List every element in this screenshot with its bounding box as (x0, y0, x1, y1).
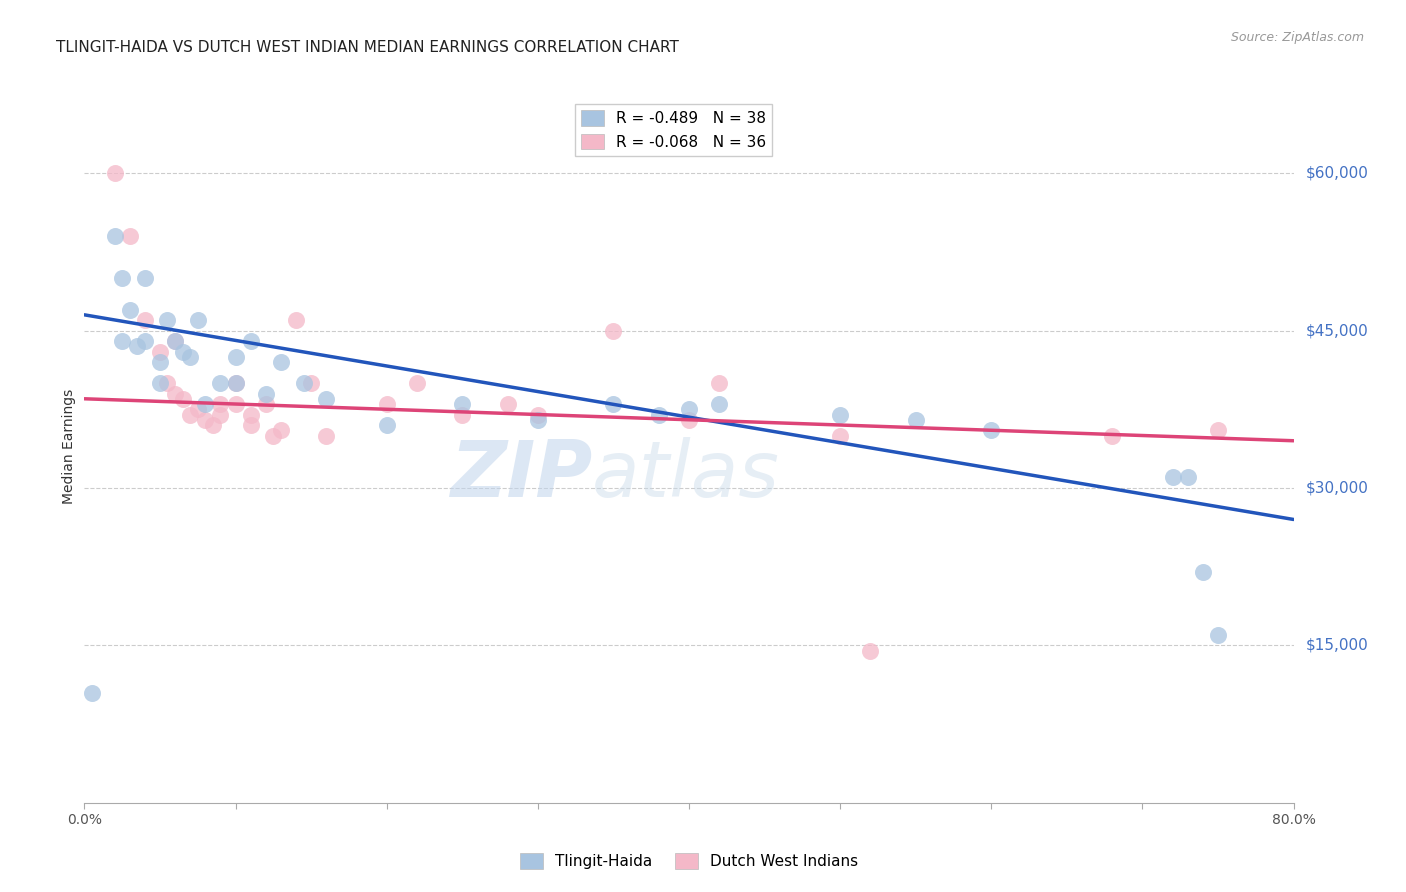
Point (194, 413, 217, 427)
Point (104, 166, 127, 180)
Point (292, 376, 315, 390)
Point (172, 392, 194, 406)
Point (375, 397, 398, 411)
Point (179, 350, 201, 364)
Point (1161, 470, 1184, 484)
Text: $45,000: $45,000 (1306, 323, 1368, 338)
Point (709, 376, 731, 390)
Point (1206, 423, 1229, 437)
Point (270, 355, 292, 369)
Point (496, 397, 519, 411)
Point (980, 423, 1002, 437)
Point (451, 408, 474, 422)
Point (1206, 628, 1229, 642)
Point (239, 417, 262, 432)
Point (859, 643, 882, 657)
Point (315, 428, 337, 442)
Text: $60,000: $60,000 (1306, 166, 1368, 181)
Point (149, 355, 172, 369)
Point (830, 428, 852, 442)
Point (225, 397, 247, 411)
Point (451, 397, 474, 411)
Point (299, 376, 322, 390)
Point (163, 334, 186, 348)
Point (172, 344, 194, 359)
Point (1177, 470, 1199, 484)
Legend: R = -0.489   N = 38, R = -0.068   N = 36: R = -0.489 N = 38, R = -0.068 N = 36 (575, 104, 772, 156)
Text: ZIP: ZIP (450, 436, 592, 513)
Point (194, 397, 217, 411)
Point (209, 376, 232, 390)
Point (104, 229, 127, 244)
Point (406, 376, 429, 390)
Point (80, 685, 103, 699)
Point (209, 397, 232, 411)
Point (602, 324, 624, 338)
Point (134, 271, 156, 285)
Point (678, 402, 700, 417)
Point (111, 271, 134, 285)
Text: atlas: atlas (592, 436, 780, 513)
Point (602, 397, 624, 411)
Point (239, 408, 262, 422)
Point (149, 344, 172, 359)
Point (225, 376, 247, 390)
Text: TLINGIT-HAIDA VS DUTCH WEST INDIAN MEDIAN EARNINGS CORRELATION CHART: TLINGIT-HAIDA VS DUTCH WEST INDIAN MEDIA… (56, 40, 679, 55)
Point (709, 397, 731, 411)
Point (904, 413, 927, 427)
Point (209, 408, 232, 422)
Point (149, 376, 172, 390)
Point (647, 408, 671, 422)
Point (526, 413, 548, 427)
Point (163, 386, 186, 401)
Point (179, 408, 201, 422)
Point (118, 302, 141, 317)
Point (239, 334, 262, 348)
Point (156, 376, 179, 390)
Point (118, 229, 141, 244)
Point (111, 334, 134, 348)
Point (225, 376, 247, 390)
Point (134, 334, 156, 348)
Point (262, 428, 284, 442)
Point (163, 334, 186, 348)
Text: Source: ZipAtlas.com: Source: ZipAtlas.com (1230, 31, 1364, 45)
Point (526, 408, 548, 422)
Point (187, 402, 209, 417)
Text: $30,000: $30,000 (1306, 481, 1368, 495)
Point (156, 313, 179, 327)
Point (284, 313, 308, 327)
Point (254, 397, 277, 411)
Legend: Tlingit-Haida, Dutch West Indians: Tlingit-Haida, Dutch West Indians (513, 847, 865, 875)
Point (315, 392, 337, 406)
Point (201, 417, 224, 432)
Point (375, 417, 398, 432)
Point (225, 350, 247, 364)
Point (1191, 565, 1213, 579)
Point (134, 313, 156, 327)
Y-axis label: Median Earnings: Median Earnings (62, 388, 76, 504)
Point (1101, 428, 1123, 442)
Point (127, 339, 149, 353)
Point (254, 386, 277, 401)
Text: $15,000: $15,000 (1306, 638, 1368, 653)
Point (678, 413, 700, 427)
Point (830, 408, 852, 422)
Point (270, 423, 292, 437)
Point (187, 313, 209, 327)
